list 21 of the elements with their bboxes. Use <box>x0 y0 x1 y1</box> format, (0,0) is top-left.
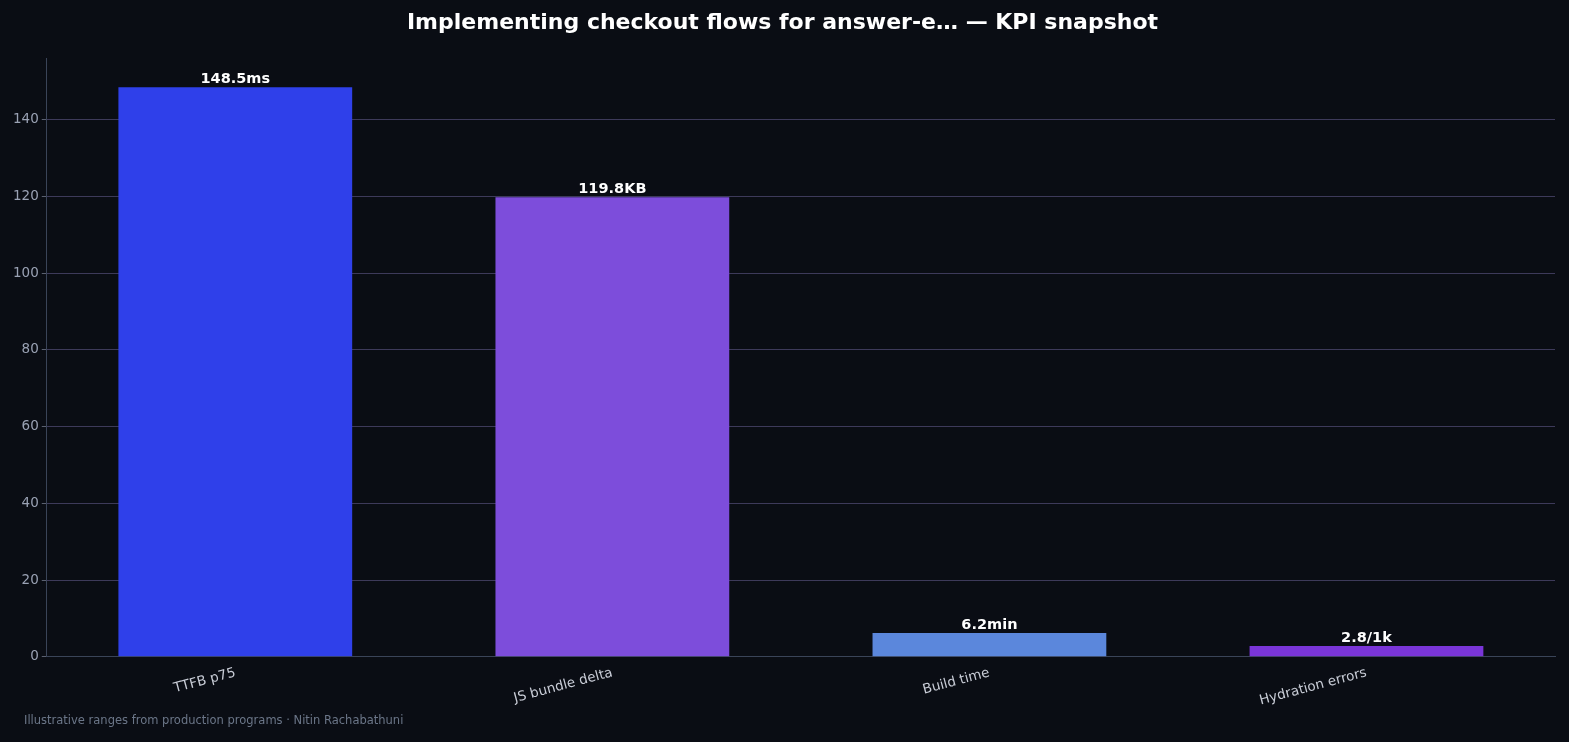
bar <box>872 633 1107 657</box>
y-tick-label: 60 <box>21 417 39 434</box>
text: Illustrative ranges from production programs · Nitin Rachabathuni <box>24 713 404 728</box>
y-tick-label: 120 <box>12 186 39 203</box>
x-tick-label: Build time <box>920 663 992 697</box>
bar <box>495 197 730 657</box>
y-tick-label: 100 <box>12 263 39 280</box>
bar <box>118 87 353 657</box>
x-tick-label: JS bundle delta <box>510 663 615 706</box>
data-label: 148.5ms <box>200 69 271 86</box>
data-label: 119.8KB <box>578 179 647 196</box>
chart-title: Implementing checkout flows for answer-e… — KPI snapshot <box>406 8 1159 34</box>
y-tick-label: 80 <box>21 340 39 357</box>
y-tick-label: 20 <box>21 570 39 587</box>
y-tick-label: 0 <box>30 647 39 664</box>
x-tick-label: TTFB p75 <box>170 663 237 696</box>
data-label: 2.8/1k <box>1341 628 1393 645</box>
y-tick-label: 140 <box>12 110 39 127</box>
data-label: 6.2min <box>961 615 1018 632</box>
y-tick-label: 40 <box>21 493 39 510</box>
bar <box>1249 646 1484 657</box>
